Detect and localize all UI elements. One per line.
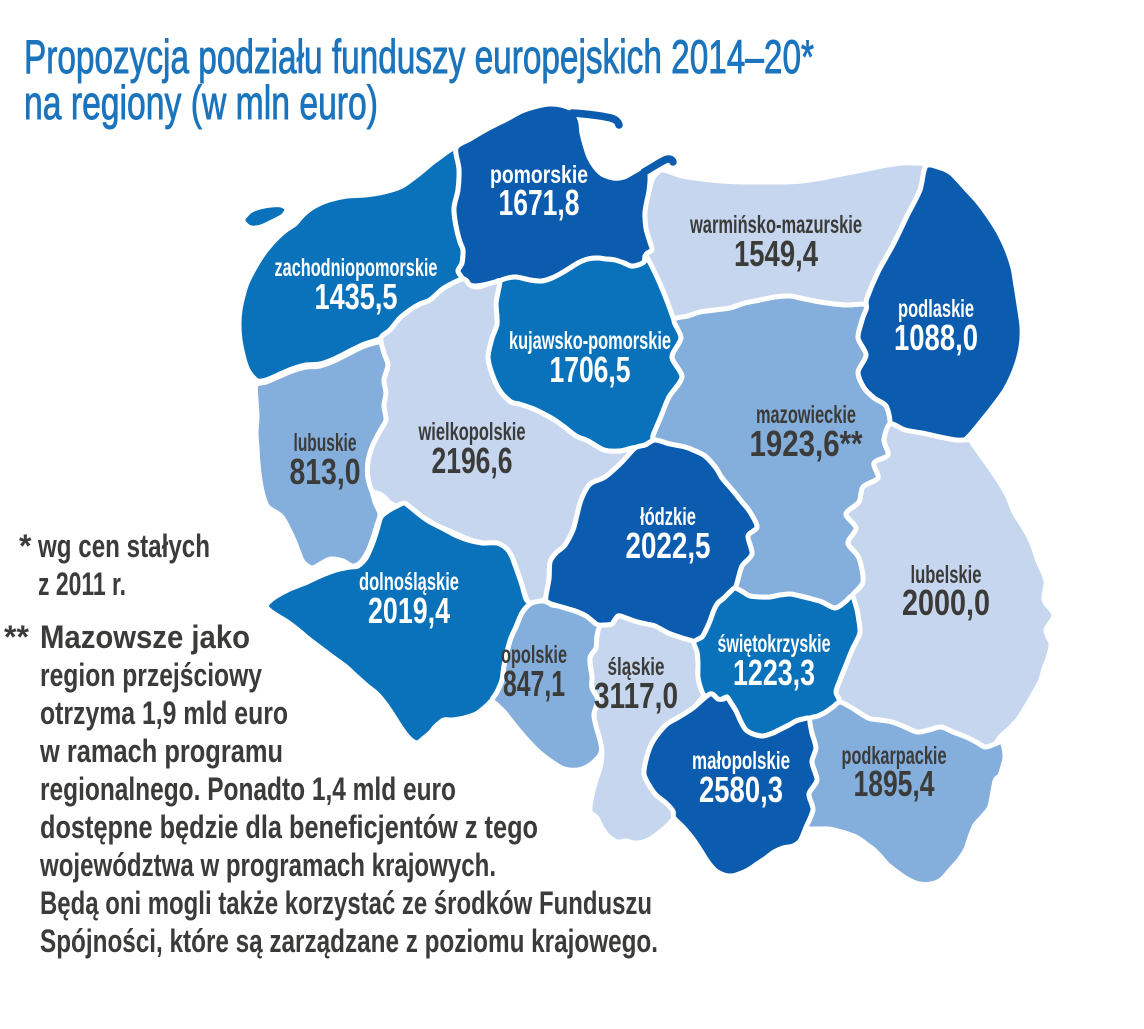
svg-text:śląskie: śląskie <box>608 653 665 681</box>
svg-text:warmińsko-mazurskie: warmińsko-mazurskie <box>689 211 862 239</box>
svg-text:lubelskie: lubelskie <box>911 561 982 589</box>
svg-text:małopolskie: małopolskie <box>692 747 790 775</box>
svg-text:2019,4: 2019,4 <box>368 590 450 631</box>
svg-text:2022,5: 2022,5 <box>626 525 711 566</box>
svg-text:podlaskie: podlaskie <box>898 295 974 323</box>
svg-text:**: ** <box>4 619 29 655</box>
svg-text:podkarpackie: podkarpackie <box>842 742 947 770</box>
svg-text:1223,3: 1223,3 <box>733 652 815 693</box>
svg-text:wg cen stałych: wg cen stałych <box>37 528 210 564</box>
svg-text:847,1: 847,1 <box>503 663 565 704</box>
svg-text:w ramach programu: w ramach programu <box>39 733 283 769</box>
svg-text:dolnośląskie: dolnośląskie <box>359 568 459 596</box>
svg-text:1671,8: 1671,8 <box>499 182 580 223</box>
svg-text:2196,6: 2196,6 <box>432 440 513 481</box>
svg-text:lubuskie: lubuskie <box>294 429 357 457</box>
svg-text:zachodniopomorskie: zachodniopomorskie <box>275 254 438 282</box>
svg-text:1549,4: 1549,4 <box>734 233 818 274</box>
svg-text:Mazowsze jako: Mazowsze jako <box>40 619 250 655</box>
svg-text:regionalnego. Ponadto 1,4 mld: regionalnego. Ponadto 1,4 mld euro <box>40 771 456 807</box>
svg-text:1923,6**: 1923,6** <box>750 423 863 464</box>
svg-text:region przejściowy: region przejściowy <box>40 657 262 693</box>
svg-text:1088,0: 1088,0 <box>894 317 978 358</box>
svg-text:2000,0: 2000,0 <box>902 582 990 623</box>
svg-text:2580,3: 2580,3 <box>699 769 783 810</box>
svg-text:łódzkie: łódzkie <box>640 503 696 531</box>
svg-text:kujawsko-pomorskie: kujawsko-pomorskie <box>509 327 671 355</box>
svg-text:1706,5: 1706,5 <box>550 349 631 390</box>
svg-text:1895,4: 1895,4 <box>854 763 935 804</box>
svg-text:1435,5: 1435,5 <box>315 276 398 317</box>
svg-text:z 2011 r.: z 2011 r. <box>38 566 126 602</box>
svg-text:Propozycja podziału funduszy e: Propozycja podziału funduszy europejskic… <box>24 30 814 83</box>
svg-text:na regiony (w mln euro): na regiony (w mln euro) <box>24 76 378 129</box>
svg-text:3117,0: 3117,0 <box>594 675 678 716</box>
svg-text:Spójności, które są zarządzane: Spójności, które są zarządzane z poziomu… <box>40 923 658 959</box>
svg-text:świętokrzyskie: świętokrzyskie <box>718 630 831 658</box>
svg-text:pomorskie: pomorskie <box>490 161 588 189</box>
svg-text:opolskie: opolskie <box>501 641 567 669</box>
svg-text:Będą oni mogli także korzystać: Będą oni mogli także korzystać ze środkó… <box>40 885 652 921</box>
svg-text:dostępne będzie dla beneficjen: dostępne będzie dla beneficjentów z tego <box>40 809 538 845</box>
svg-text:wielkopolskie: wielkopolskie <box>418 418 526 446</box>
svg-text:*: * <box>19 528 32 564</box>
svg-text:mazowieckie: mazowieckie <box>756 401 856 429</box>
svg-text:813,0: 813,0 <box>290 451 361 492</box>
svg-text:województwa w programach krajo: województwa w programach krajowych. <box>39 847 496 883</box>
svg-text:otrzyma 1,9 mld euro: otrzyma 1,9 mld euro <box>40 695 288 731</box>
